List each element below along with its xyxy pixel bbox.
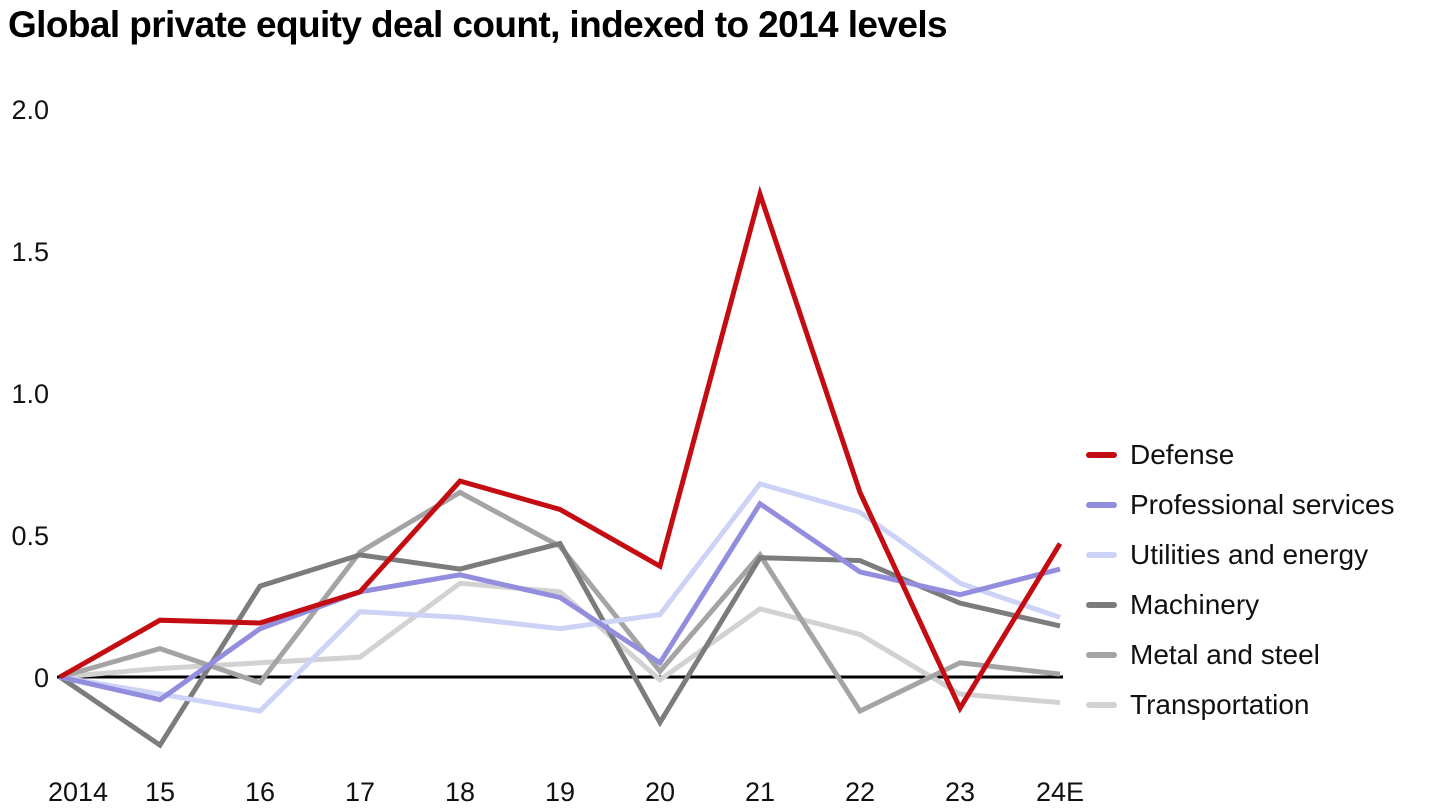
x-tick-label: 23 [945, 777, 975, 807]
chart-legend: Defense Professional services Utilities an… [1086, 430, 1395, 730]
legend-swatch [1086, 602, 1117, 608]
x-tick-label: 15 [145, 777, 175, 807]
legend-label: Transportation [1130, 689, 1310, 720]
series-line-transportation [59, 580, 1061, 706]
series-line-utilities-and-energy [59, 481, 1061, 714]
x-tick-label: 2014 [48, 777, 108, 807]
legend-swatch [1086, 502, 1117, 508]
legend-item-utilities-and-energy: Utilities and energy [1086, 530, 1395, 580]
series-line-defense [58, 185, 1063, 714]
x-tick-label: 19 [545, 777, 575, 807]
legend-item-metal-and-steel: Metal and steel [1086, 630, 1395, 680]
x-tick-label: 22 [845, 777, 875, 807]
y-tick-label: 1.0 [11, 379, 49, 409]
series-line-professional-services [59, 500, 1061, 703]
legend-label: Metal and steel [1130, 639, 1320, 670]
x-tick-label: 24E [1036, 777, 1084, 807]
legend-swatch [1086, 552, 1117, 558]
x-tick-label: 20 [645, 777, 675, 807]
y-tick-label: 0 [34, 663, 49, 693]
legend-item-machinery: Machinery [1086, 580, 1395, 630]
legend-item-transportation: Transportation [1086, 680, 1395, 730]
series-line-machinery [58, 540, 1061, 749]
x-tick-label: 17 [345, 777, 375, 807]
x-tick-label: 21 [745, 777, 775, 807]
y-tick-label: 1.5 [11, 237, 49, 267]
legend-label: Utilities and energy [1130, 539, 1369, 570]
y-tick-label: 2.0 [11, 95, 49, 125]
legend-label: Professional services [1130, 489, 1395, 520]
legend-item-defense: Defense [1086, 430, 1395, 480]
legend-swatch [1086, 652, 1117, 658]
legend-item-professional-services: Professional services [1086, 480, 1395, 530]
x-tick-label: 16 [245, 777, 275, 807]
y-tick-label: 0.5 [11, 521, 49, 551]
legend-label: Machinery [1130, 589, 1260, 620]
legend-swatch [1086, 452, 1117, 458]
x-tick-label: 18 [445, 777, 475, 807]
legend-swatch [1086, 702, 1117, 708]
chart-title: Global private equity deal count, indexe… [8, 4, 948, 45]
legend-label: Defense [1130, 439, 1235, 470]
